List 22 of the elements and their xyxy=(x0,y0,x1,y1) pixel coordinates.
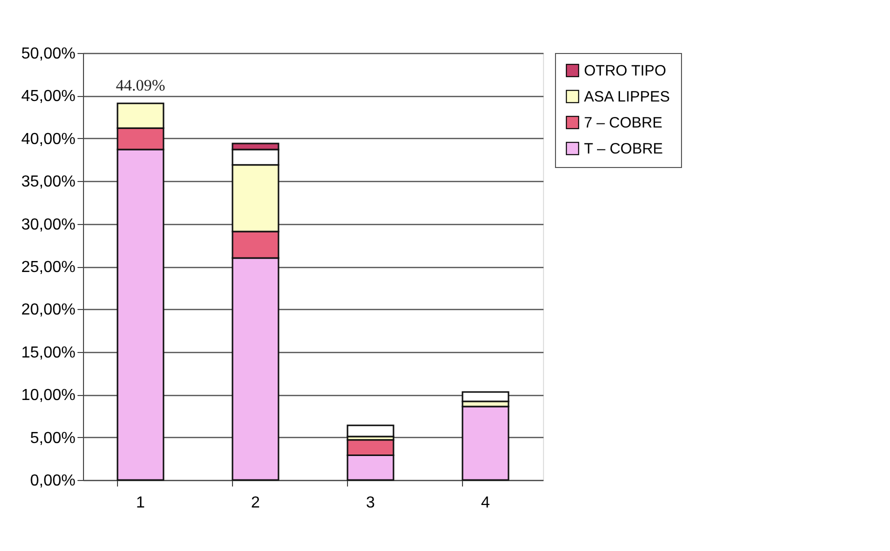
x-tick-label: 1 xyxy=(136,494,146,512)
bar xyxy=(462,406,510,481)
bar xyxy=(346,424,394,438)
y-tick-label: 20,00% xyxy=(21,302,76,319)
y-tick-label: 35,00% xyxy=(21,174,76,191)
legend-label: ASA LIPPES xyxy=(584,88,670,106)
x-tick-label: 3 xyxy=(366,494,376,512)
legend-label: 7 – COBRE xyxy=(584,114,662,132)
annotation: 44.09% xyxy=(116,77,166,94)
x-tick-label: 4 xyxy=(481,494,490,512)
y-tick-label: 25,00% xyxy=(21,259,76,276)
x-tick-label: 2 xyxy=(251,494,260,512)
legend-label: T – COBRE xyxy=(584,140,663,158)
y-tick-label: 40,00% xyxy=(21,130,76,148)
y-tick-label: 30,00% xyxy=(21,216,76,234)
y-tick-label: 0,00% xyxy=(30,472,76,490)
y-tick-label: 5,00% xyxy=(30,430,76,447)
y-tick-label: 15,00% xyxy=(21,344,76,362)
y-tick-label: 50,00% xyxy=(21,46,76,62)
y-tick-label: 10,00% xyxy=(21,387,76,404)
legend-label: OTRO TIPO xyxy=(584,62,666,80)
y-tick-label: 45,00% xyxy=(21,88,76,106)
